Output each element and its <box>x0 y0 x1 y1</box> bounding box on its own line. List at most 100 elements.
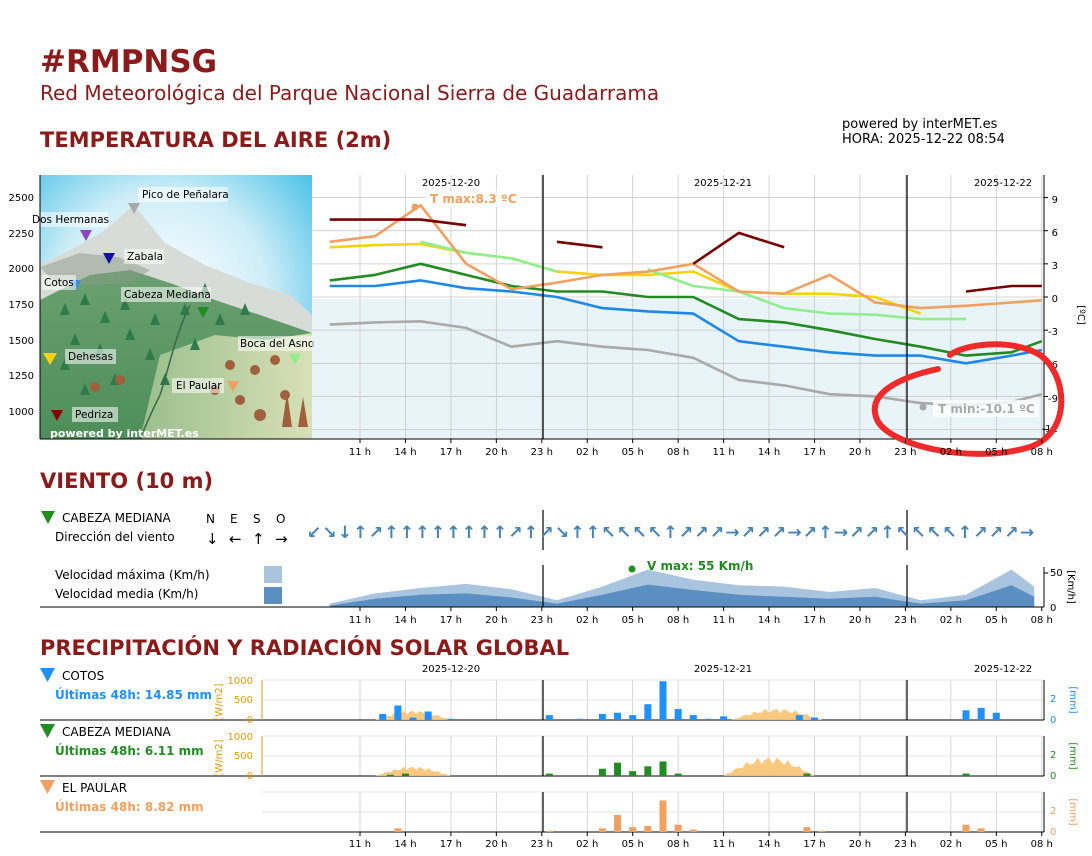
precip-bar <box>545 773 553 776</box>
mm-tick-0-cotos: 0 <box>1050 715 1056 726</box>
precip-chart: 2025-12-20 2025-12-21 2025-12-22 COTOS Ú… <box>40 664 1078 850</box>
precip-tick-label: 02 h <box>576 839 598 850</box>
rad-tick-0-a: 0 <box>247 715 253 726</box>
wind-arrow: ↑ <box>586 523 600 543</box>
precip-bar <box>644 825 652 832</box>
temp-series-dehesas <box>329 242 922 315</box>
wind-tick-label: 08 h <box>1031 615 1053 626</box>
midnight-lines <box>542 175 908 439</box>
wind-tick-label: 14 h <box>394 615 416 626</box>
wind-station-name: CABEZA MEDIANA <box>62 511 171 525</box>
rad-unit-b: [W/m2] <box>214 739 225 776</box>
wind-tick-label: 20 h <box>485 615 507 626</box>
precip-tick-label: 20 h <box>485 839 507 850</box>
wind-arrow: ↖ <box>632 523 646 543</box>
wind-arrow: ↑ <box>384 523 398 543</box>
el-paular-marker <box>40 780 55 794</box>
precip-bar <box>409 717 417 720</box>
precip-date-1: 2025-12-20 <box>422 664 480 675</box>
wind-speed-chart: 50 0 [Km/h] V max: 55 Km/h 11 h 14 h 17 h 2… <box>40 559 1076 626</box>
wind-arrow: ↑ <box>477 523 491 543</box>
wind-arrow: ↑ <box>524 523 538 543</box>
wind-tick-label: 20 h <box>849 615 871 626</box>
precip-station-el-paular: EL PAULAR <box>62 781 127 795</box>
tmin-marker <box>919 403 927 411</box>
elev-tick-1500: 1500 <box>9 336 34 347</box>
temp-tick-label: 23 h <box>531 447 553 458</box>
radiation-area <box>375 766 451 776</box>
precip-bar <box>659 800 667 832</box>
precip-bar <box>977 828 985 832</box>
precip-date-3: 2025-12-22 <box>974 664 1032 675</box>
precip-station-cotos: COTOS <box>62 669 104 683</box>
wind-speed-areas <box>329 569 1035 607</box>
wind-tick-label: 02 h <box>576 615 598 626</box>
wind-arrow: ↑ <box>400 523 414 543</box>
compass-n: N <box>206 512 215 526</box>
precip-bar <box>659 681 667 720</box>
precip-total-cabeza-mediana: Últimas 48h: 6.11 mm <box>55 743 204 758</box>
wind-arrow: ↗ <box>710 523 724 543</box>
compass-s: S <box>253 512 261 526</box>
precip-tick-label: 11 h <box>349 839 371 850</box>
temp-series-cabeza-mediana <box>329 262 1043 357</box>
precip-bar <box>659 761 667 776</box>
temp-unit-label: [ºC] <box>1075 305 1086 325</box>
precip-bar <box>644 766 652 776</box>
precip-bar <box>689 829 697 832</box>
temp-tick-label: 02 h <box>576 447 598 458</box>
precip-bar <box>962 773 970 776</box>
wind-direction-label: Dirección del viento <box>55 530 175 544</box>
wind-arrow: ↗ <box>772 523 786 543</box>
wind-arrow: ↗ <box>756 523 770 543</box>
label-zabala: Zabala <box>127 251 163 263</box>
precip-section-title: PRECIPITACIÓN Y RADIACIÓN SOLAR GLOBAL <box>40 636 570 660</box>
compass-arrow-e: ← <box>229 530 242 548</box>
precip-bar <box>992 712 1000 720</box>
mm-unit-paular: [mm] <box>1067 798 1078 825</box>
cotos-marker <box>40 668 55 682</box>
compass-arrow-s: ↑ <box>252 530 265 548</box>
wind-arrow: → <box>834 523 848 543</box>
wind-arrow: ↗ <box>694 523 708 543</box>
wind-arrow: ↗ <box>741 523 755 543</box>
wind-station-marker <box>41 511 55 524</box>
elev-tick-2250: 2250 <box>9 229 34 240</box>
temperature-section-title: TEMPERATURA DEL AIRE (2m) <box>40 128 392 152</box>
temperature-time-ticks: 11 h 14 h 17 h 20 h 23 h 02 h 05 h 08 h 11 h 14 h… <box>349 439 1053 458</box>
precip-tick-label: 05 h <box>985 839 1007 850</box>
precip-tick-label: 17 h <box>440 839 462 850</box>
rad-unit-a: [W/m2] <box>214 683 225 720</box>
wind-arrow: → <box>787 523 801 543</box>
marker-dehesas <box>43 353 57 365</box>
precip-bar <box>614 815 622 832</box>
wind-unit-label: [Km/h] <box>1065 570 1076 604</box>
wind-arrow: ↘ <box>555 523 569 543</box>
wind-tick-label: 11 h <box>712 615 734 626</box>
precip-bar <box>629 715 637 720</box>
precip-tick-label: 08 h <box>667 839 689 850</box>
label-el-paular: El Paular <box>176 380 222 392</box>
precip-bar <box>545 715 553 720</box>
temp-series-pedriza <box>329 218 467 227</box>
temp-tick-6: 6 <box>1052 228 1058 239</box>
wind-tick-label: 11 h <box>349 615 371 626</box>
wind-arrow: ↗ <box>508 523 522 543</box>
precip-bar <box>795 715 803 720</box>
wind-arrow: ↑ <box>446 523 460 543</box>
wind-arrow: ↑ <box>431 523 445 543</box>
precip-bar <box>598 768 606 776</box>
wind-tick-label: 23 h <box>894 615 916 626</box>
wind-time-ticks: 11 h 14 h 17 h 20 h 23 h 02 h 05 h 08 h 11 h 14 h… <box>349 607 1053 626</box>
wind-arrow: ↖ <box>648 523 662 543</box>
vmed-legend-label: Velocidad media (Km/h) <box>55 587 199 601</box>
compass-e: E <box>230 512 238 526</box>
precip-bar <box>674 709 682 720</box>
label-penalara: Pico de Peñalara <box>142 189 229 201</box>
precip-bar <box>629 771 637 776</box>
temp-tick-m3: -3 <box>1048 327 1058 338</box>
temp-tick-label: 20 h <box>849 447 871 458</box>
temp-tick-m9: -9 <box>1048 394 1058 405</box>
wind-header: CABEZA MEDIANA Dirección del viento N E … <box>40 508 340 568</box>
marker-pedriza <box>51 410 63 421</box>
